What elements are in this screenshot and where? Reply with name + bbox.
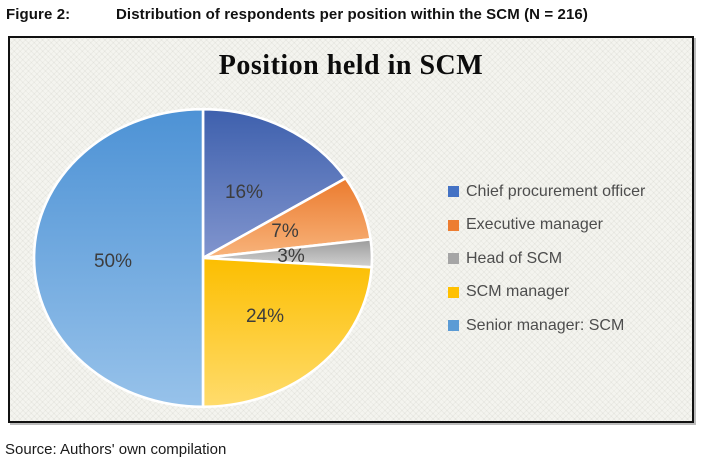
pie-slice-scm-manager xyxy=(203,258,372,407)
legend-item-chief-procurement-officer: Chief procurement officer xyxy=(448,175,645,209)
pie-slice-chief-procurement-officer xyxy=(203,109,346,258)
pie-label-scm-manager: 24% xyxy=(245,306,285,327)
figure-number: Figure 2: xyxy=(6,6,71,23)
figure-caption-text: Distribution of respondents per position… xyxy=(116,6,588,23)
legend-swatch-lightblue-icon xyxy=(448,320,459,332)
legend-item-senior-manager-scm: Senior manager: SCM xyxy=(448,309,645,343)
legend-swatch-orange-icon xyxy=(448,219,459,231)
pie-label-senior-manager-scm: 50% xyxy=(93,251,133,272)
pie-label-chief-procurement-officer: 16% xyxy=(224,182,264,203)
legend-label: SCM manager xyxy=(466,283,570,301)
figure-caption: Figure 2: Distribution of respondents pe… xyxy=(6,6,696,23)
legend-label: Head of SCM xyxy=(466,249,563,267)
legend-item-executive-manager: Executive manager xyxy=(448,209,645,243)
chart-legend: Chief procurement officer Executive mana… xyxy=(448,175,645,343)
pie-label-executive-manager: 7% xyxy=(271,221,299,242)
legend-label: Chief procurement officer xyxy=(466,182,646,200)
legend-swatch-blue-icon xyxy=(448,186,459,198)
chart-title: Position held in SCM xyxy=(218,50,484,81)
pie-chart xyxy=(27,103,379,413)
legend-label: Executive manager xyxy=(466,216,603,234)
legend-item-head-of-scm: Head of SCM xyxy=(448,242,645,276)
chart-frame: Position held in SCM 16% 7% 3% 24% 50% C… xyxy=(8,36,694,423)
legend-swatch-gray-icon xyxy=(448,253,459,265)
legend-label: Senior manager: SCM xyxy=(466,316,625,334)
legend-item-scm-manager: SCM manager xyxy=(448,276,645,310)
source-note: Source: Authors' own compilation xyxy=(5,441,227,458)
pie-label-head-of-scm: 3% xyxy=(277,246,305,267)
pie-slice-senior-manager-scm xyxy=(34,109,203,407)
legend-swatch-yellow-icon xyxy=(448,286,459,298)
